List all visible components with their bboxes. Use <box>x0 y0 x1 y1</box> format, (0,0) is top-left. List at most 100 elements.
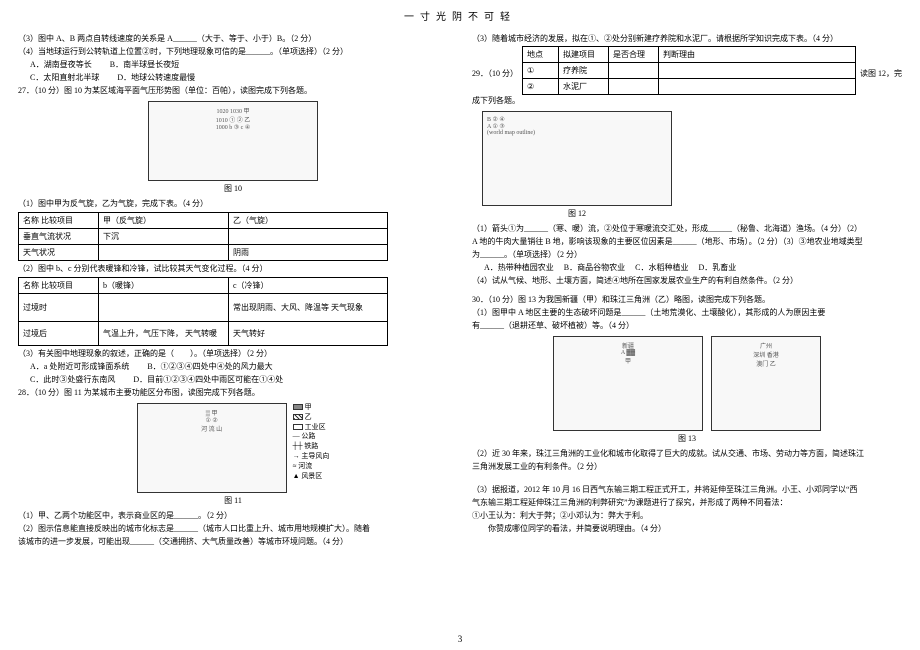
q27-3d: D．目前①②③④四处中雨区可能在①④处 <box>133 375 283 384</box>
leg-a: 甲 <box>305 403 312 411</box>
t3-r1c2: 疗养院 <box>559 63 609 79</box>
t2-h3: c（冷锋） <box>229 278 388 294</box>
figure-10-caption: 图 10 <box>18 183 448 194</box>
t1-h1: 名称 比较项目 <box>19 213 99 229</box>
t1-h2: 甲（反气旋） <box>99 213 229 229</box>
leg-g: 河流 <box>298 462 312 470</box>
figure-13a-image: 新疆A ▓▓甲 <box>553 336 703 431</box>
figure-10-box: 1020 1030 甲1010 ① ② 乙1000 b ③ c ④ 图 10 <box>18 101 448 194</box>
q27-3b: B．①②③④四处中④处的风力最大 <box>147 362 272 371</box>
leg-c: 工业区 <box>305 423 326 431</box>
left-column: （3）图中 A、B 两点自转线速度的关系是 A______（大于、等于、小于）B… <box>18 33 448 549</box>
q29-opts: A．热带种植园农业 B．商品谷物农业 C．水稻种植业 D．乳畜业 <box>472 262 902 274</box>
figure-11-image: ▒ 甲① ②河 流 山 <box>137 403 287 493</box>
figure-13-caption: 图 13 <box>472 433 902 444</box>
t1-r2c1: 天气状况 <box>19 245 99 261</box>
leg-d: 公路 <box>301 432 315 440</box>
opt-c: C．太阳直射北半球 <box>18 73 99 82</box>
q29-b: B．商品谷物农业 <box>564 263 625 272</box>
figure-12-caption: 图 12 <box>482 208 672 219</box>
table-2: 名称 比较项目 b（暖锋） c（冷锋） 过境时 常出现阴雨、大风、降温等 天气现… <box>18 277 388 346</box>
t3-r1c4 <box>659 63 856 79</box>
figure-12-box: B ② ④A ① ③(world map outline) 图 12 <box>472 111 902 219</box>
t3-r1c1: ① <box>523 63 559 79</box>
table-3: 地点 拟建项目 是否合理 判断理由 ① 疗养院 ② 水泥厂 <box>522 46 856 95</box>
figure-12-image: B ② ④A ① ③(world map outline) <box>482 111 672 206</box>
q30-text: 30．（10 分）图 13 为我国新疆（甲）和珠江三角洲（乙）略图，读图完成下列… <box>472 294 902 306</box>
t2-r1c2 <box>99 294 229 322</box>
t3-r1c3 <box>609 63 659 79</box>
fig11-labels: ▒ 甲① ②河 流 山 <box>138 404 286 437</box>
figure-11-box: ▒ 甲① ②河 流 山 甲 乙 工业区 — 公路 ┼┼ 铁路 → 主导风向 ≈ … <box>18 403 448 506</box>
q29-suffix: 读图 12，完 <box>860 46 902 79</box>
q29-c-opt: C．水稻种植业 <box>635 263 688 272</box>
q27-3-row2: C．此时③处盛行东南风 D．目前①②③④四处中雨区可能在①④处 <box>18 374 448 386</box>
q30-2b: 三角洲发展工业的有利条件。（2 分） <box>472 461 902 473</box>
t3-r2c1: ② <box>523 79 559 95</box>
q30-1b: 有______（退耕还草、破坏植被）等。（4 分） <box>472 320 902 332</box>
q29-a: A．热带种植园农业 <box>484 263 554 272</box>
q28-3-text: （3）随着城市经济的发展，拟在①、②处分别新建疗养院和水泥厂。请根据所学知识完成… <box>472 33 902 45</box>
t3-h1: 地点 <box>523 47 559 63</box>
q27-3-text: （3）有关图中地理现象的叙述，正确的是（ ）。（单项选择）（2 分） <box>18 348 448 360</box>
opt-d: D．地球公转速度最慢 <box>117 73 195 82</box>
q30-2a: （2）近 30 年来，珠江三角洲的工业化和城市化取得了巨大的成就。试从交通、市场… <box>472 448 902 460</box>
q30-3a: （3）据报道，2012 年 10 月 16 日西气东输三期工程正式开工，并将延伸… <box>472 484 902 496</box>
figure-10-image: 1020 1030 甲1010 ① ② 乙1000 b ③ c ④ <box>148 101 318 181</box>
t3-h2: 拟建项目 <box>559 47 609 63</box>
t2-h2: b（暖锋） <box>99 278 229 294</box>
q29-1c: 为______。（单项选择）（2 分） <box>472 249 902 261</box>
t1-r1c1: 垂直气流状况 <box>19 229 99 245</box>
t1-h3: 乙（气旋） <box>229 213 388 229</box>
opt-b: B．南半球昼长夜短 <box>110 60 179 69</box>
t3-r2c4 <box>659 79 856 95</box>
q30-1a: （1）图甲中 A 地区主要的生态破坏问题是______（土地荒漠化、土壤酸化），… <box>472 307 902 319</box>
t2-r1c1: 过境时 <box>19 294 99 322</box>
q28-1-text: （1）甲、乙两个功能区中，表示商业区的是______。（2 分） <box>18 510 448 522</box>
leg-b: 乙 <box>305 413 312 421</box>
table-1: 名称 比较项目 甲（反气旋） 乙（气旋） 垂直气流状况 下沉 天气状况 阴雨 <box>18 212 388 261</box>
q29-d: D．乳畜业 <box>698 263 736 272</box>
q4-opts-row2: C．太阳直射北半球 D．地球公转速度最慢 <box>18 72 448 84</box>
q27-text: 27．（10 分）图 10 为某区域海平面气压形势图（单位：百帕），读图完成下列… <box>18 85 448 97</box>
page-number: 3 <box>458 634 463 644</box>
q27-2-text: （2）图中 b、c 分别代表暖锋和冷锋，试比较其天气变化过程。（4 分） <box>18 263 448 275</box>
figure-11-caption: 图 11 <box>18 495 448 506</box>
figure-13-box: 新疆A ▓▓甲 广州深圳 香港澳门 乙 图 13 <box>472 336 902 444</box>
q27-3-row1: A．a 处附近可形成锋面系统 B．①②③④四处中④处的风力最大 <box>18 361 448 373</box>
q30-3b: 气东输三期工程延伸珠江三角洲的利弊研究”为课题进行了探究，并形成了两种不同看法： <box>472 497 902 509</box>
q29-1a: （1）箭头①为______（寒、暖）流，②处位于寒暖流交汇处，形成______（… <box>472 223 902 235</box>
t3-h4: 判断理由 <box>659 47 856 63</box>
two-column-layout: （3）图中 A、B 两点自转线速度的关系是 A______（大于、等于、小于）B… <box>18 33 902 549</box>
figure-13b-image: 广州深圳 香港澳门 乙 <box>711 336 821 431</box>
q29-c: 成下列各题。 <box>472 95 902 107</box>
q27-3a: A．a 处附近可形成锋面系统 <box>30 362 129 371</box>
t1-r1c3 <box>229 229 388 245</box>
t2-r1c3: 常出现阴雨、大风、降温等 天气现象 <box>229 294 388 322</box>
q29-1b: A 地的牛肉大量销往 B 地，影响该现象的主要区位因素是______（地形、市场… <box>472 236 902 248</box>
t2-r2c2: 气温上升，气压下降， 天气转暖 <box>99 322 229 346</box>
t1-r2c2 <box>99 245 229 261</box>
q27-3c: C．此时③处盛行东南风 <box>30 375 115 384</box>
fig12-labels: B ② ④A ① ③(world map outline) <box>483 112 671 140</box>
t2-r2c3: 天气转好 <box>229 322 388 346</box>
fig10-labels: 1020 1030 甲1010 ① ② 乙1000 b ③ c ④ <box>149 102 317 135</box>
t3-r2c2: 水泥厂 <box>559 79 609 95</box>
t3-r2c3 <box>609 79 659 95</box>
q30-3c: ①小王认为：利大于弊；②小邓认为：弊大于利。 <box>472 510 902 522</box>
q4-text: （4）当地球运行到公转轨道上位置②时，下列地理现象可信的是______。（单项选… <box>18 46 448 58</box>
q28-2b-text: 该城市的进一步发展，可能出现______（交通拥挤、大气质量改善）等城市环境问题… <box>18 536 448 548</box>
fig13a-labels: 新疆A ▓▓甲 <box>554 337 702 369</box>
leg-h: 风景区 <box>301 472 322 480</box>
t2-h1: 名称 比较项目 <box>19 278 99 294</box>
opt-a: A．湖南昼夜等长 <box>18 60 92 69</box>
q27-1-text: （1）图中甲为反气旋，乙为气旋，完成下表。（4 分） <box>18 198 448 210</box>
leg-e: 铁路 <box>304 442 318 450</box>
t1-r2c3: 阴雨 <box>229 245 388 261</box>
q30-3d: 你赞成哪位同学的看法，并简要说明理由。（4 分） <box>472 523 902 535</box>
q4-opts-row1: A．湖南昼夜等长 B．南半球昼长夜短 <box>18 59 448 71</box>
t2-r2c1: 过境后 <box>19 322 99 346</box>
right-column: （3）随着城市经济的发展，拟在①、②处分别新建疗养院和水泥厂。请根据所学知识完成… <box>472 33 902 549</box>
t3-h3: 是否合理 <box>609 47 659 63</box>
fig13b-labels: 广州深圳 香港澳门 乙 <box>712 337 820 372</box>
